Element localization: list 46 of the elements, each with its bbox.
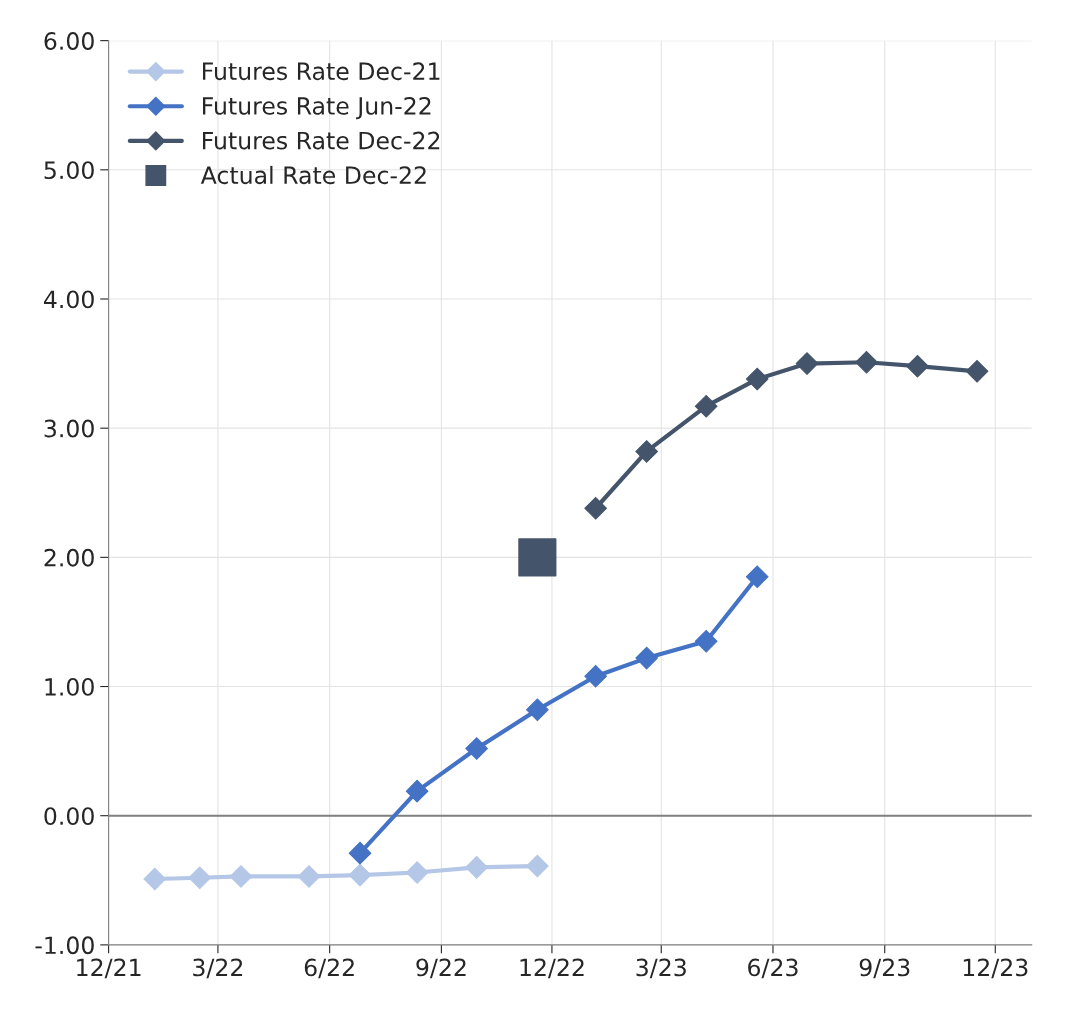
point: [906, 354, 929, 378]
x-tick-label: 6/22: [304, 958, 354, 979]
point: [526, 854, 549, 878]
point: [855, 350, 878, 374]
x-tick-label: 3/22: [193, 958, 243, 979]
point: [297, 865, 321, 888]
point: [405, 779, 429, 803]
y-tick-label: -1.00: [35, 936, 94, 955]
point: [694, 394, 718, 418]
x-tick-label: 3/23: [636, 958, 686, 979]
x-tick-label: 12/21: [77, 958, 141, 979]
point: [348, 841, 372, 865]
point: [584, 664, 607, 688]
point: [635, 646, 658, 670]
point: [188, 866, 212, 890]
point: [526, 698, 549, 722]
x-tick-label: 9/23: [859, 958, 910, 979]
point: [584, 496, 607, 520]
point: [635, 440, 658, 463]
point: [694, 629, 718, 653]
y-tick-label: 1.00: [45, 677, 94, 696]
y-tick-label: 5.00: [44, 161, 94, 180]
legend-label: Actual Rate Dec-22: [200, 165, 426, 185]
point: [745, 367, 769, 391]
point: [348, 863, 372, 887]
legend-label: Futures Rate Jun-22: [203, 96, 431, 120]
point: [405, 861, 429, 884]
point: [795, 352, 819, 375]
x-tick-label: 12/23: [963, 958, 1028, 979]
y-tick-label: 0.00: [44, 807, 94, 826]
point: [465, 737, 488, 760]
point: [518, 538, 557, 577]
y-tick-label: 6.00: [44, 32, 94, 50]
x-tick-label: 6/23: [748, 958, 798, 979]
x-tick-label: 9/22: [416, 958, 466, 979]
x-tick-label: 12/22: [520, 958, 584, 979]
legend-label: Futures Rate Dec-21: [203, 62, 440, 81]
y-tick-label: 3.00: [44, 419, 94, 438]
y-tick-label: 2.00: [44, 548, 94, 567]
point: [229, 865, 253, 888]
legend-label: Futures Rate Dec-22: [203, 131, 440, 150]
point: [745, 565, 769, 589]
point: [465, 856, 488, 879]
y-tick-label: 4.00: [43, 290, 94, 309]
point: [143, 867, 167, 891]
point: [965, 360, 989, 383]
